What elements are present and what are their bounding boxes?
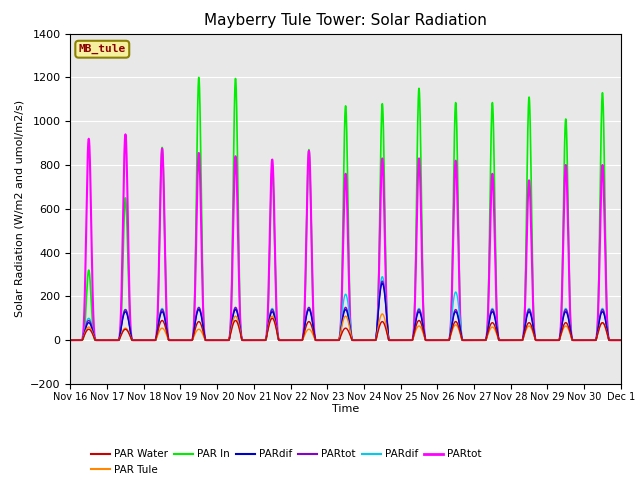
PARdif bbox=[422, 337, 429, 343]
PAR Tule bbox=[67, 337, 74, 343]
PARdif bbox=[615, 337, 623, 343]
PAR Tule bbox=[179, 337, 186, 343]
PARtot bbox=[273, 324, 280, 329]
PAR Tule bbox=[273, 326, 280, 332]
PAR Water bbox=[67, 337, 74, 343]
PARdif bbox=[500, 337, 508, 343]
PAR In bbox=[184, 337, 192, 343]
Line: PAR Water: PAR Water bbox=[70, 318, 621, 340]
PARtot bbox=[615, 337, 623, 343]
PARtot bbox=[184, 337, 192, 343]
Legend: PAR Water, PAR Tule, PAR In, PARdif, PARtot, PARdif, PARtot: PAR Water, PAR Tule, PAR In, PARdif, PAR… bbox=[86, 445, 486, 479]
PAR In bbox=[617, 337, 625, 343]
PARtot bbox=[67, 337, 74, 343]
PAR In bbox=[273, 314, 280, 320]
PAR Water bbox=[268, 315, 276, 321]
PAR Tule bbox=[422, 337, 429, 343]
PARdif bbox=[378, 274, 386, 279]
PARdif bbox=[273, 323, 280, 329]
Line: PARdif: PARdif bbox=[70, 283, 621, 340]
PARdif bbox=[378, 280, 386, 286]
PARdif bbox=[273, 324, 280, 330]
PAR Tule bbox=[184, 337, 192, 343]
PAR Water bbox=[617, 337, 625, 343]
PAR Water bbox=[273, 327, 280, 333]
PARtot bbox=[179, 337, 186, 343]
Y-axis label: Solar Radiation (W/m2 and umol/m2/s): Solar Radiation (W/m2 and umol/m2/s) bbox=[15, 100, 24, 317]
PARtot bbox=[500, 337, 508, 343]
PAR Water bbox=[179, 337, 186, 343]
X-axis label: Time: Time bbox=[332, 405, 359, 414]
Line: PAR In: PAR In bbox=[70, 77, 621, 340]
PAR In bbox=[179, 337, 186, 343]
PARtot bbox=[422, 336, 429, 342]
Line: PARtot: PARtot bbox=[70, 134, 621, 340]
Text: MB_tule: MB_tule bbox=[79, 44, 126, 54]
PARtot bbox=[422, 337, 429, 343]
Line: PARdif: PARdif bbox=[70, 276, 621, 340]
Line: PARtot: PARtot bbox=[70, 281, 621, 340]
PARdif bbox=[500, 337, 508, 343]
PARdif bbox=[67, 337, 74, 343]
Line: PAR Tule: PAR Tule bbox=[70, 314, 621, 340]
PAR Tule bbox=[378, 311, 386, 317]
PARtot bbox=[184, 337, 192, 343]
PAR In bbox=[500, 337, 508, 343]
PAR In bbox=[422, 337, 429, 343]
PARtot bbox=[617, 337, 625, 343]
PAR Water bbox=[184, 337, 192, 343]
PARtot bbox=[273, 307, 280, 313]
PAR In bbox=[195, 74, 203, 80]
PARtot bbox=[615, 337, 623, 343]
PAR Tule bbox=[500, 337, 508, 343]
PARdif bbox=[422, 337, 429, 343]
PAR In bbox=[615, 337, 623, 343]
PARtot bbox=[122, 132, 129, 137]
PARdif bbox=[615, 337, 623, 343]
PAR Water bbox=[500, 337, 508, 343]
PARtot bbox=[378, 278, 386, 284]
PARdif bbox=[617, 337, 625, 343]
PARdif bbox=[617, 337, 625, 343]
PAR Water bbox=[422, 337, 429, 343]
PAR Water bbox=[615, 337, 623, 343]
PARdif bbox=[184, 337, 192, 343]
PARdif bbox=[179, 337, 186, 343]
PARdif bbox=[67, 337, 74, 343]
PARtot bbox=[500, 337, 508, 343]
PARtot bbox=[617, 337, 625, 343]
PAR Tule bbox=[617, 337, 625, 343]
PARdif bbox=[179, 337, 186, 343]
PARtot bbox=[67, 337, 74, 343]
Title: Mayberry Tule Tower: Solar Radiation: Mayberry Tule Tower: Solar Radiation bbox=[204, 13, 487, 28]
PAR In bbox=[67, 337, 74, 343]
PARtot bbox=[179, 337, 186, 343]
PAR Tule bbox=[615, 337, 623, 343]
PARdif bbox=[184, 337, 192, 343]
